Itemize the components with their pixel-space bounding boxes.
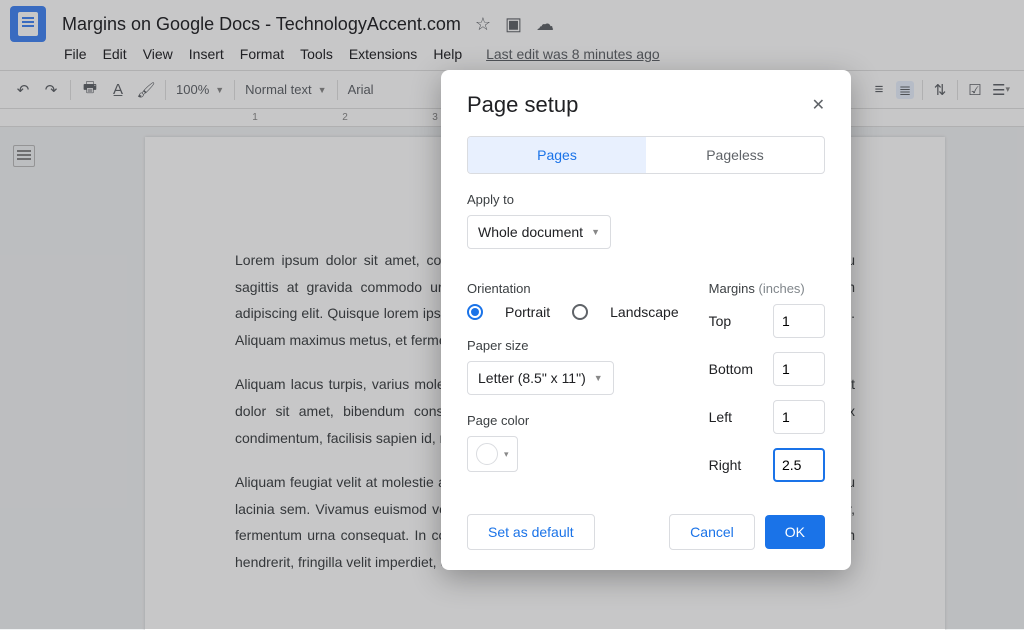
margin-bottom-input[interactable] [773, 352, 825, 386]
ok-button[interactable]: OK [765, 515, 825, 549]
radio-portrait[interactable] [467, 304, 483, 320]
paper-size-dropdown[interactable]: Letter (8.5" x 11")▼ [467, 361, 614, 395]
cancel-button[interactable]: Cancel [669, 514, 755, 550]
margin-bottom-label: Bottom [709, 361, 753, 377]
margin-right-label: Right [709, 457, 742, 473]
chevron-down-icon: ▾ [504, 449, 509, 460]
radio-portrait-label: Portrait [505, 304, 550, 320]
page-color-label: Page color [467, 413, 679, 428]
tab-pages[interactable]: Pages [468, 137, 646, 173]
color-swatch-icon [476, 443, 498, 465]
tab-pageless[interactable]: Pageless [646, 137, 824, 173]
apply-to-dropdown[interactable]: Whole document▼ [467, 215, 611, 249]
margin-top-label: Top [709, 313, 732, 329]
set-as-default-button[interactable]: Set as default [467, 514, 595, 550]
paper-size-label: Paper size [467, 338, 679, 353]
radio-landscape-label: Landscape [610, 304, 679, 320]
dialog-tabs: Pages Pageless [467, 136, 825, 174]
page-color-dropdown[interactable]: ▾ [467, 436, 518, 472]
dialog-title: Page setup [467, 92, 578, 118]
apply-to-label: Apply to [467, 192, 825, 207]
radio-landscape[interactable] [572, 304, 588, 320]
margin-left-input[interactable] [773, 400, 825, 434]
page-setup-dialog: Page setup ✕ Pages Pageless Apply to Who… [441, 70, 851, 570]
margin-top-input[interactable] [773, 304, 825, 338]
margin-left-label: Left [709, 409, 732, 425]
margin-right-input[interactable] [773, 448, 825, 482]
close-icon[interactable]: ✕ [812, 95, 825, 115]
chevron-down-icon: ▼ [591, 227, 600, 237]
chevron-down-icon: ▼ [594, 373, 603, 383]
margins-label: Margins (inches) [709, 281, 825, 296]
orientation-label: Orientation [467, 281, 679, 296]
